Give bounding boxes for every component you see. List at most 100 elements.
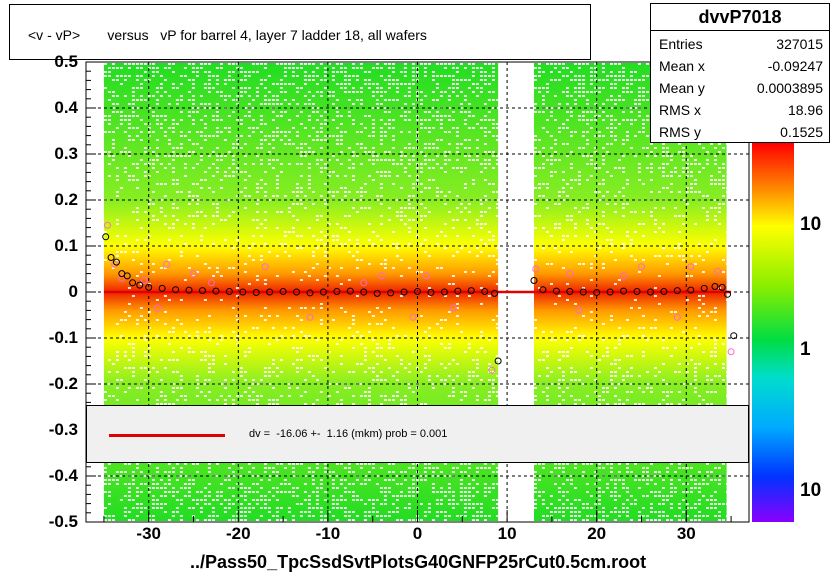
heatmap-gap bbox=[557, 251, 561, 253]
heatmap-gap bbox=[577, 83, 581, 85]
heatmap-gap bbox=[331, 191, 335, 193]
heatmap-gap bbox=[581, 519, 585, 521]
heatmap-gap bbox=[239, 467, 243, 469]
heatmap-gap bbox=[347, 159, 351, 161]
heatmap-gap bbox=[175, 479, 179, 481]
heatmap-gap bbox=[103, 491, 107, 493]
heatmap-gap bbox=[451, 219, 455, 221]
heatmap-gap bbox=[239, 87, 243, 89]
profile-point bbox=[387, 289, 395, 297]
heatmap-gap bbox=[115, 371, 119, 373]
outlier-point bbox=[261, 263, 269, 271]
heatmap-gap bbox=[585, 203, 589, 205]
outlier-point bbox=[727, 348, 735, 356]
heatmap-gap bbox=[621, 379, 625, 381]
heatmap-gap bbox=[545, 399, 549, 401]
heatmap-gap bbox=[573, 511, 577, 513]
heatmap-gap bbox=[629, 123, 633, 125]
heatmap-gap bbox=[471, 359, 475, 361]
heatmap-gap bbox=[423, 143, 427, 145]
heatmap-gap bbox=[155, 219, 159, 221]
heatmap-gap bbox=[275, 99, 279, 101]
heatmap-gap bbox=[545, 515, 549, 517]
heatmap-gap bbox=[709, 175, 713, 177]
heatmap-gap bbox=[367, 395, 371, 397]
heatmap-gap bbox=[459, 399, 463, 401]
heatmap-gap bbox=[403, 67, 407, 69]
heatmap-gap bbox=[645, 467, 649, 469]
heatmap-gap bbox=[443, 491, 447, 493]
heatmap-gap bbox=[447, 475, 451, 477]
heatmap-gap bbox=[589, 111, 593, 113]
heatmap-gap bbox=[235, 335, 239, 337]
heatmap-gap bbox=[303, 75, 307, 77]
heatmap-gap bbox=[159, 207, 163, 209]
heatmap-gap bbox=[191, 183, 195, 185]
heatmap-gap bbox=[351, 395, 355, 397]
heatmap-gap bbox=[275, 375, 279, 377]
heatmap-gap bbox=[107, 495, 111, 497]
heatmap-gap bbox=[343, 511, 347, 513]
heatmap-gap bbox=[347, 111, 351, 113]
heatmap-gap bbox=[379, 223, 383, 225]
heatmap-gap bbox=[479, 163, 483, 165]
heatmap-gap bbox=[171, 203, 175, 205]
heatmap-gap bbox=[399, 155, 403, 157]
heatmap-gap bbox=[697, 511, 701, 513]
heatmap-gap bbox=[179, 375, 183, 377]
heatmap-gap bbox=[215, 495, 219, 497]
heatmap-gap bbox=[219, 219, 223, 221]
heatmap-gap bbox=[613, 491, 617, 493]
heatmap-gap bbox=[545, 107, 549, 109]
heatmap-gap bbox=[451, 275, 455, 277]
heatmap-gap bbox=[625, 231, 629, 233]
heatmap-gap bbox=[629, 391, 633, 393]
heatmap-gap bbox=[379, 503, 383, 505]
heatmap-gap bbox=[155, 159, 159, 161]
heatmap-gap bbox=[601, 387, 605, 389]
heatmap-gap bbox=[681, 259, 685, 261]
heatmap-gap bbox=[247, 491, 251, 493]
heatmap-gap bbox=[239, 371, 243, 373]
heatmap-gap bbox=[669, 191, 673, 193]
heatmap-gap bbox=[175, 155, 179, 157]
heatmap-gap bbox=[589, 83, 593, 85]
heatmap-gap bbox=[179, 99, 183, 101]
heatmap-gap bbox=[323, 467, 327, 469]
heatmap-gap bbox=[653, 295, 657, 297]
heatmap-gap bbox=[211, 191, 215, 193]
heatmap-gap bbox=[343, 175, 347, 177]
heatmap-gap bbox=[455, 95, 459, 97]
heatmap-gap bbox=[335, 83, 339, 85]
heatmap-gap bbox=[649, 163, 653, 165]
heatmap-gap bbox=[179, 471, 183, 473]
heatmap-gap bbox=[597, 487, 601, 489]
heatmap-gap bbox=[435, 267, 439, 269]
heatmap-gap bbox=[175, 319, 179, 321]
heatmap-gap bbox=[279, 111, 283, 113]
heatmap-gap bbox=[247, 507, 251, 509]
heatmap-gap bbox=[475, 471, 479, 473]
heatmap-gap bbox=[451, 359, 455, 361]
heatmap-gap bbox=[243, 499, 247, 501]
heatmap-gap bbox=[649, 479, 653, 481]
heatmap-gap bbox=[483, 491, 487, 493]
heatmap-gap bbox=[211, 203, 215, 205]
heatmap-gap bbox=[187, 63, 191, 65]
heatmap-gap bbox=[593, 111, 597, 113]
heatmap-gap bbox=[243, 115, 247, 117]
heatmap-gap bbox=[463, 515, 467, 517]
heatmap-gap bbox=[315, 111, 319, 113]
heatmap-gap bbox=[661, 391, 665, 393]
heatmap-gap bbox=[593, 71, 597, 73]
heatmap-gap bbox=[569, 111, 573, 113]
heatmap-gap bbox=[435, 375, 439, 377]
heatmap-gap bbox=[435, 115, 439, 117]
heatmap-gap bbox=[475, 511, 479, 513]
heatmap-gap bbox=[427, 63, 431, 65]
heatmap-gap bbox=[411, 467, 415, 469]
heatmap-gap bbox=[697, 191, 701, 193]
heatmap-gap bbox=[605, 403, 609, 405]
heatmap-gap bbox=[307, 495, 311, 497]
heatmap-gap bbox=[661, 167, 665, 169]
